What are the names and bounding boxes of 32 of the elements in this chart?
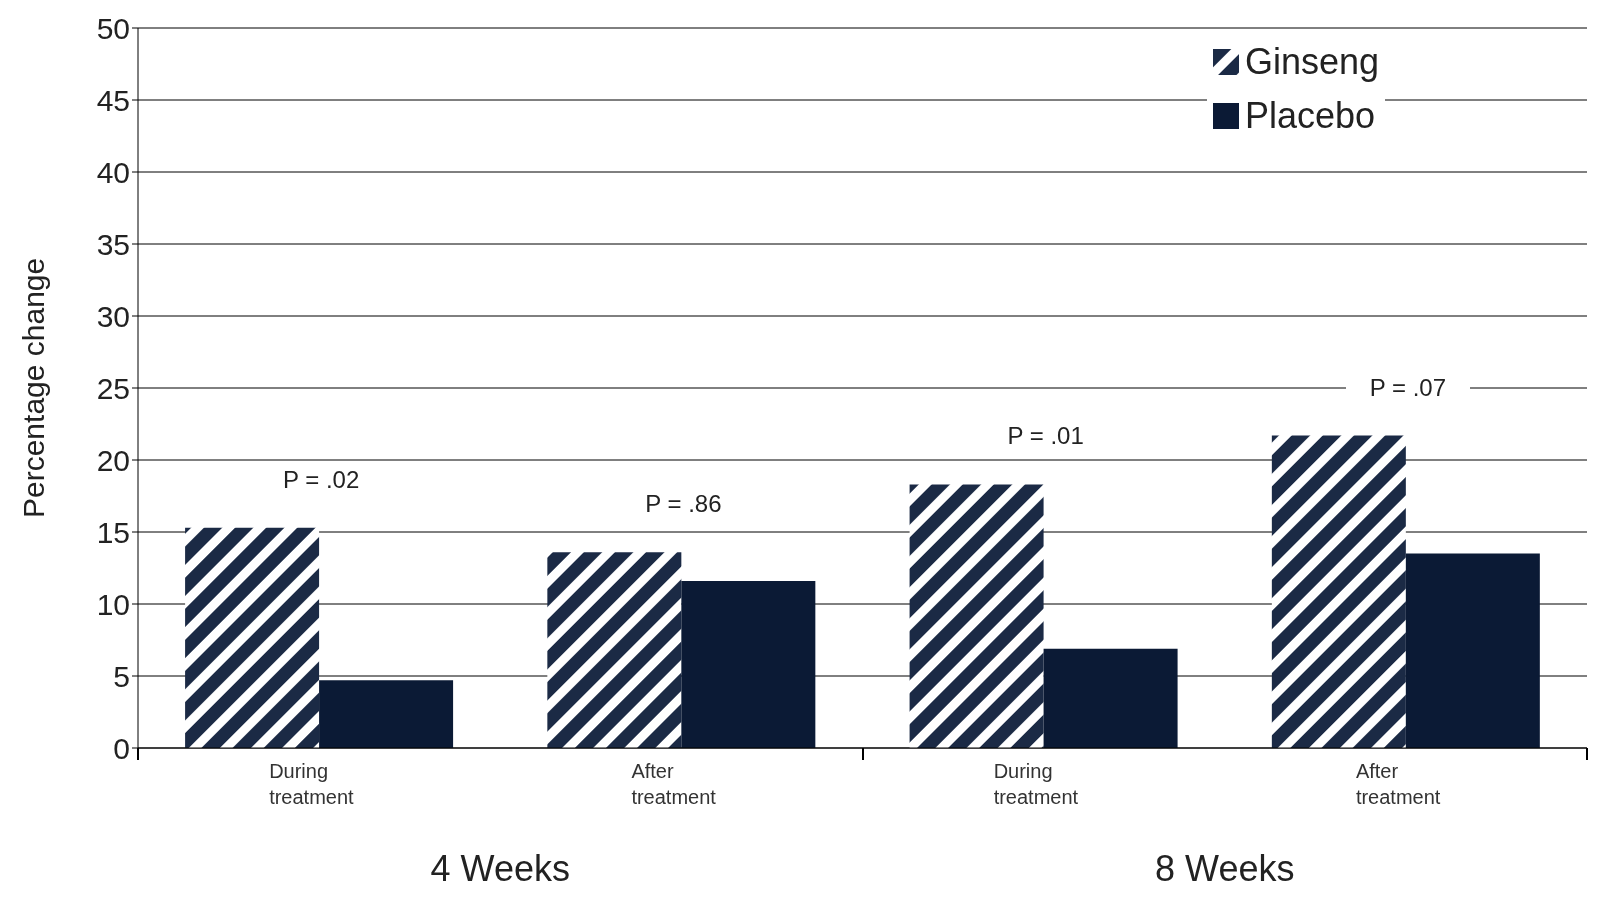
annotation: P = .01 — [983, 422, 1108, 451]
y-tick-label: 10 — [96, 587, 130, 621]
annotation: P = .07 — [1345, 373, 1470, 402]
legend-label: Placebo — [1244, 94, 1377, 138]
y-tick-label: 5 — [113, 659, 130, 693]
annotation: P = .86 — [621, 490, 746, 519]
x-tick-label: During treatment — [993, 760, 1079, 808]
text: 4 Weeks — [429, 848, 571, 890]
x-tick-label: After treatment — [631, 760, 717, 808]
bar — [909, 484, 1044, 748]
bar — [547, 552, 682, 748]
y-axis-title: Percentage change — [16, 257, 50, 518]
bar — [681, 580, 816, 748]
y-tick-label: 50 — [96, 11, 130, 45]
annotation: P = .02 — [259, 465, 384, 494]
bar — [185, 527, 320, 748]
y-tick-label: 25 — [96, 371, 130, 405]
x-tick-label: After treatment — [1355, 760, 1441, 808]
legend-label: Ginseng — [1244, 40, 1380, 84]
y-tick-label: 40 — [96, 155, 130, 189]
y-tick-label: 20 — [96, 443, 130, 477]
bar — [319, 680, 454, 748]
bar — [1043, 648, 1178, 748]
text: 8 Weeks — [1154, 848, 1296, 890]
x-tick-label: During treatment — [269, 760, 355, 808]
bar — [1271, 435, 1406, 748]
bar — [1405, 553, 1540, 748]
y-tick-label: 0 — [113, 731, 130, 765]
y-tick-label: 35 — [96, 227, 130, 261]
y-tick-label: 45 — [96, 83, 130, 117]
y-tick-label: 15 — [96, 515, 130, 549]
y-tick-label: 30 — [96, 299, 130, 333]
